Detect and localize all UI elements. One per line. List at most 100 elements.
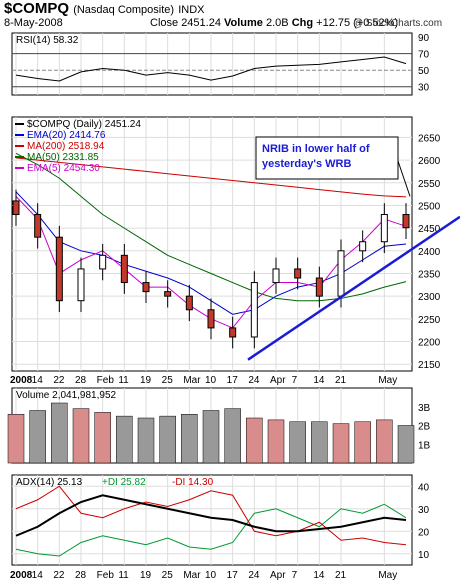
ma200-line: [15, 157, 407, 198]
x-tick-label: Mar: [183, 570, 201, 581]
plus-di-legend: +DI 25.82: [102, 477, 146, 488]
x-tick-label: May: [378, 375, 397, 386]
x-tick-label: 2008: [10, 375, 33, 386]
x-tick-label: 28: [75, 375, 87, 386]
x-tick-label: Apr: [270, 375, 286, 386]
volume-legend: Volume 2,041,981,952: [16, 390, 117, 401]
adx-legend: ADX(14) 25.13: [16, 477, 83, 488]
x-tick-label: 7: [292, 570, 298, 581]
y-tick-label: 2650: [418, 133, 441, 144]
y-tick-label: 30: [418, 505, 430, 516]
x-tick-label: 24: [248, 375, 260, 386]
y-tick-label: 2450: [418, 224, 441, 235]
candle-body: [34, 214, 42, 238]
volume-bar: [267, 419, 285, 464]
volume-bar: [7, 414, 25, 464]
x-tick-label: 25: [162, 375, 174, 386]
symbol: $COMPQ: [4, 0, 70, 17]
volume-label: Volume: [224, 17, 263, 29]
x-tick-label: 10: [205, 570, 217, 581]
x-tick-label: 17: [227, 375, 239, 386]
y-tick-label: 3B: [418, 403, 431, 414]
x-tick-label: 22: [53, 570, 65, 581]
trendline: [247, 215, 460, 361]
volume-bar: [72, 408, 90, 464]
y-tick-label: 1B: [418, 440, 431, 451]
exchange: INDX: [178, 4, 205, 16]
minus-di-legend: -DI 14.30: [172, 477, 214, 488]
ema5-legend: EMA(5) 2454.30: [27, 163, 100, 174]
chart-title: $COMPQ (Nasdaq Composite) INDX: [4, 0, 205, 17]
volume-bar: [354, 421, 371, 464]
x-tick-label: 14: [32, 375, 44, 386]
volume-bar: [116, 415, 133, 464]
volume-bar: [289, 421, 306, 464]
x-tick-label: 21: [335, 375, 347, 386]
candle-body: [402, 214, 410, 229]
annotation-text-2: yesterday's WRB: [262, 158, 351, 170]
y-tick-label: 2B: [418, 422, 431, 433]
y-tick-label: 50: [418, 66, 430, 77]
index-name: (Nasdaq Composite): [73, 4, 175, 16]
volume-bar: [94, 412, 111, 464]
candle-body: [164, 291, 172, 297]
x-tick-label: May: [378, 570, 397, 581]
x-tick-label: 28: [75, 570, 87, 581]
x-tick-label: Feb: [97, 570, 115, 581]
x-tick-label: 11: [118, 570, 129, 581]
y-tick-label: 2200: [418, 338, 441, 349]
chart-date: 8-May-2008: [4, 17, 63, 29]
x-tick-label: 21: [335, 570, 347, 581]
chg-value: +12.75 (+0.52%): [316, 17, 399, 29]
minus-di-line: [15, 485, 407, 546]
annotation-pointer: [397, 160, 411, 197]
candle-body: [229, 327, 237, 338]
volume-bar: [224, 408, 241, 464]
adx-line: [15, 494, 407, 537]
volume-bar: [202, 410, 220, 464]
volume-bar: [181, 414, 198, 464]
credit: @ StockCharts.com: [353, 18, 443, 29]
candle-body: [250, 282, 258, 338]
volume-bar: [332, 423, 350, 464]
candle-body: [272, 268, 280, 284]
annotation-box: [255, 136, 399, 180]
x-tick-label: 17: [227, 570, 239, 581]
volume-bar: [246, 417, 263, 464]
x-tick-label: 7: [292, 375, 298, 386]
ema20-legend: EMA(20) 2414.76: [27, 130, 106, 141]
x-tick-label: 14: [313, 570, 325, 581]
chg-label: Chg: [291, 17, 314, 29]
candle-body: [142, 282, 150, 293]
rsi-line: [15, 56, 407, 82]
close-label: Close: [150, 17, 179, 29]
y-tick-label: 20: [418, 527, 430, 538]
volume-bar: [311, 421, 328, 464]
x-tick-label: Mar: [183, 375, 201, 386]
x-tick-label: 19: [140, 570, 152, 581]
panel-rsi: [11, 32, 413, 96]
rsi-legend: RSI(14) 58.32: [16, 35, 79, 46]
candle-body: [185, 295, 193, 311]
volume-bar: [137, 417, 155, 464]
panel-adx: [11, 474, 413, 566]
close-value: 2451.24: [181, 17, 221, 29]
y-tick-label: 2250: [418, 315, 441, 326]
x-tick-label: 14: [32, 570, 44, 581]
y-tick-label: 2600: [418, 156, 441, 167]
x-tick-label: 14: [313, 375, 325, 386]
volume-bar: [51, 402, 68, 464]
candle-body: [380, 214, 388, 243]
volume-value: 2.0B: [266, 17, 289, 29]
x-tick-label: 2008: [10, 570, 33, 581]
quote-stats: Close 2451.24 Volume 2.0B Chg +12.75 (+0…: [150, 17, 398, 29]
y-tick-label: 2300: [418, 292, 441, 303]
volume-bar: [376, 419, 393, 464]
y-tick-label: 2150: [418, 360, 441, 371]
candle-body: [120, 254, 128, 284]
candle-body: [207, 309, 215, 329]
y-tick-label: 30: [418, 83, 430, 94]
x-tick-label: 25: [162, 570, 174, 581]
y-tick-label: 2350: [418, 269, 441, 280]
y-tick-label: 10: [418, 550, 430, 561]
